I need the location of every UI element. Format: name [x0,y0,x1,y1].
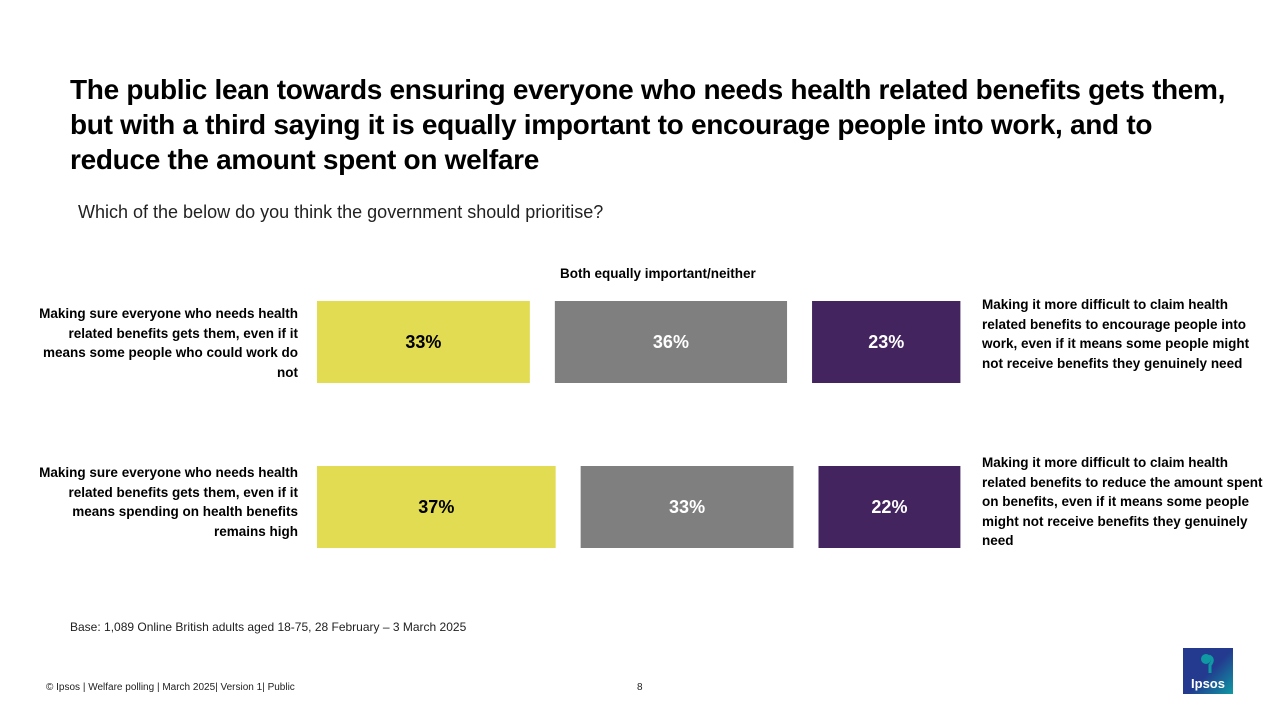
base-note: Base: 1,089 Online British adults aged 1… [70,620,467,634]
value-label-row-2-middle: 33% [669,497,705,517]
bar-row-2-right [818,466,961,548]
bar-row-1-left [317,301,530,383]
value-label-row-1-right: 23% [868,332,904,352]
question-subtitle: Which of the below do you think the gove… [78,202,604,222]
footer-text: © Ipsos | Welfare polling | March 2025| … [46,682,295,693]
row-1-left-label: Making sure everyone who needs health re… [39,306,298,380]
row-1-right-label: Making it more difficult to claim health… [982,297,1250,371]
bar-row-2-left [317,466,556,548]
bar-row-1-middle [554,301,788,383]
value-label-row-2-left: 37% [418,497,454,517]
value-label-row-2-right: 22% [871,497,907,517]
slide-title: The public lean towards ensuring everyon… [70,74,1226,175]
logo-wordmark: Ipsos [1191,676,1225,691]
ipsos-mark-icon [1201,654,1214,673]
value-label-row-1-middle: 36% [653,332,689,352]
row-2-left-label: Making sure everyone who needs health re… [39,465,298,539]
ipsos-logo: Ipsos [1183,648,1233,694]
row-2-right-label: Making it more difficult to claim health… [982,455,1263,548]
page-number: 8 [637,682,643,693]
middle-category-label: Both equally important/neither [560,266,756,281]
value-label-row-1-left: 33% [405,332,441,352]
bar-row-1-right [812,301,961,383]
bar-row-2-middle [580,466,794,548]
